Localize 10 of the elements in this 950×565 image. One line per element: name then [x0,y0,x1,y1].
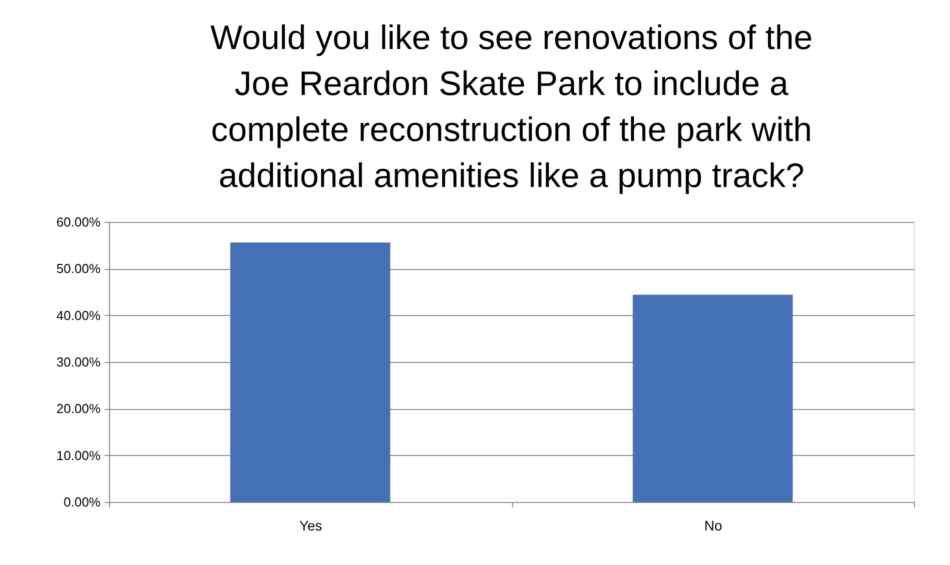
y-tick-label: 10.00% [56,448,101,463]
y-tick-label: 20.00% [56,401,101,416]
x-tick-label: No [704,518,722,534]
y-tick-label: 60.00% [56,214,101,230]
y-tick-label: 0.00% [64,494,101,510]
x-tick-label: Yes [299,518,322,534]
y-tick-label: 50.00% [56,261,101,276]
y-tick-label: 40.00% [56,308,101,323]
y-tick-label: 30.00% [56,354,101,370]
chart-title: Would you like to see renovations of the Joe Reardon Skate Park to include a complete reconstruction of the park with additional amenities like a pump track? [210,19,813,195]
